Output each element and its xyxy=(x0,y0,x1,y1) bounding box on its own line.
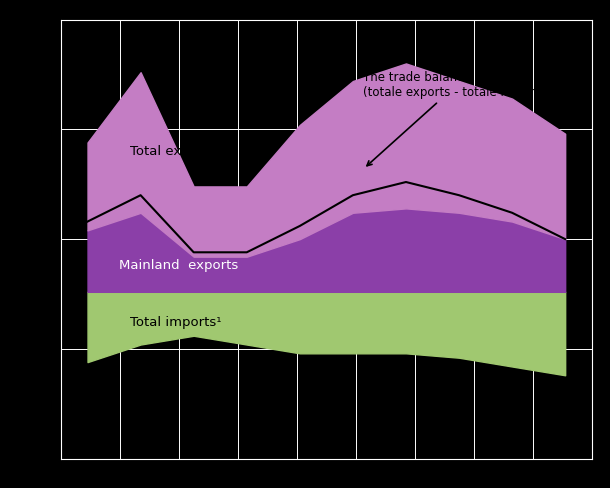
Text: Total imports¹: Total imports¹ xyxy=(130,316,221,329)
Text: Total exports: Total exports xyxy=(130,145,215,158)
Text: Mainland  exports: Mainland exports xyxy=(120,259,239,272)
Text: The trade balance
(totale exports - totale imports): The trade balance (totale exports - tota… xyxy=(364,71,551,166)
